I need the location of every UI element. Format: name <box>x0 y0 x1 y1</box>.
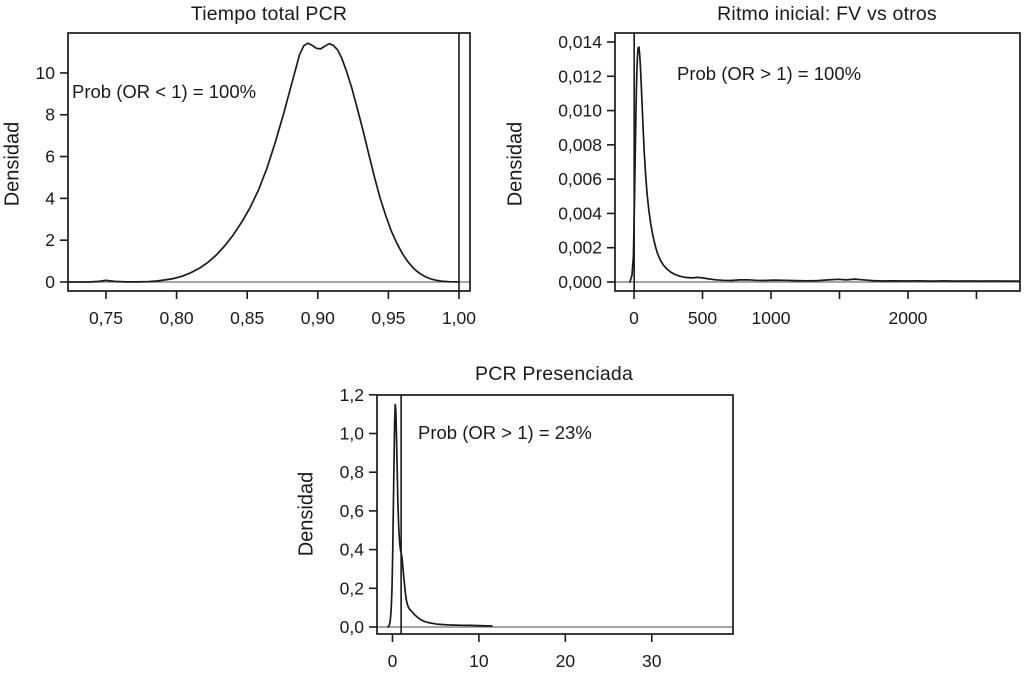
x-axis-tick-label: 0 <box>388 651 398 671</box>
x-axis-tick-label: 10 <box>469 651 489 671</box>
x-axis-tick-label: 0,90 <box>301 308 335 328</box>
x-axis-tick-label: 30 <box>642 651 662 671</box>
y-axis-tick-label: 0,012 <box>558 66 602 86</box>
y-axis-tick-label: 0,008 <box>558 135 602 155</box>
chart3-probability-annotation: Prob (OR > 1) = 23% <box>418 422 592 443</box>
y-axis-tick-label: 8 <box>45 105 55 125</box>
y-axis-tick-label: 10 <box>36 63 56 83</box>
density-curve <box>629 46 1021 283</box>
chart-3: 0 10 20 30 0,0 0,2 0,4 0,6 0,8 1,0 1,2 <box>340 385 734 671</box>
x-axis-tick-label: 500 <box>688 308 717 328</box>
y-axis-tick-label: 0,8 <box>340 462 364 482</box>
y-axis-tick-label: 2 <box>45 230 55 250</box>
x-axis-tick-label: 0,95 <box>371 308 405 328</box>
y-axis-tick-label: 0,010 <box>558 101 602 121</box>
y-axis-tick-label: 0,014 <box>558 32 602 52</box>
y-axis-tick-label: 6 <box>45 147 55 167</box>
x-axis-tick-label: 0,80 <box>160 308 194 328</box>
y-axis-tick-label: 0,006 <box>558 169 602 189</box>
x-axis-tick-label: 1000 <box>752 308 791 328</box>
plot-frame <box>376 394 734 635</box>
chart2-probability-annotation: Prob (OR > 1) = 100% <box>677 63 862 84</box>
y-axis-tick-label: 1,0 <box>340 424 365 444</box>
chart3-title: PCR Presenciada <box>475 363 633 385</box>
x-axis-tick-label: 2000 <box>888 308 927 328</box>
plot-frame <box>614 32 1021 292</box>
y-axis-tick-label: 0,004 <box>558 203 602 223</box>
y-axis-tick-label: 0,000 <box>558 272 602 292</box>
chart3-y-axis-label: Densidad <box>295 471 318 557</box>
y-axis-tick-label: 1,2 <box>340 385 364 405</box>
y-axis-tick-label: 0 <box>45 272 55 292</box>
y-axis-tick-label: 0,6 <box>340 501 364 521</box>
y-axis-tick-label: 0,4 <box>340 540 365 560</box>
density-curve <box>387 403 493 628</box>
x-axis-tick-label: 0,75 <box>89 308 123 328</box>
density-curve <box>68 42 460 283</box>
x-axis-tick-label: 1,00 <box>442 308 476 328</box>
x-axis-tick-label: 20 <box>556 651 576 671</box>
plot-frame <box>67 32 471 292</box>
chart2-y-axis-label: Densidad <box>504 121 527 207</box>
chart-1: 0,75 0,80 0,85 0,90 0,95 1,00 0 2 4 6 8 10 <box>36 32 476 328</box>
y-axis-tick-label: 4 <box>45 188 55 208</box>
chart1-title: Tiempo total PCR <box>190 3 348 25</box>
chart1-y-axis-label: Densidad <box>1 121 24 207</box>
y-axis-tick-label: 0,2 <box>340 578 364 598</box>
y-axis-tick-label: 0,002 <box>558 238 602 258</box>
x-axis-tick-label: 0,85 <box>230 308 264 328</box>
chart1-probability-annotation: Prob (OR < 1) = 100% <box>72 81 257 102</box>
chart-2: 0 500 1000 2000 0,000 0,002 0,004 0,006 0,008 0,0… <box>558 32 1021 328</box>
x-axis-tick-label: 0 <box>629 308 639 328</box>
chart2-title: Ritmo inicial: FV vs otros <box>717 3 937 25</box>
y-axis-tick-label: 0,0 <box>340 617 365 637</box>
